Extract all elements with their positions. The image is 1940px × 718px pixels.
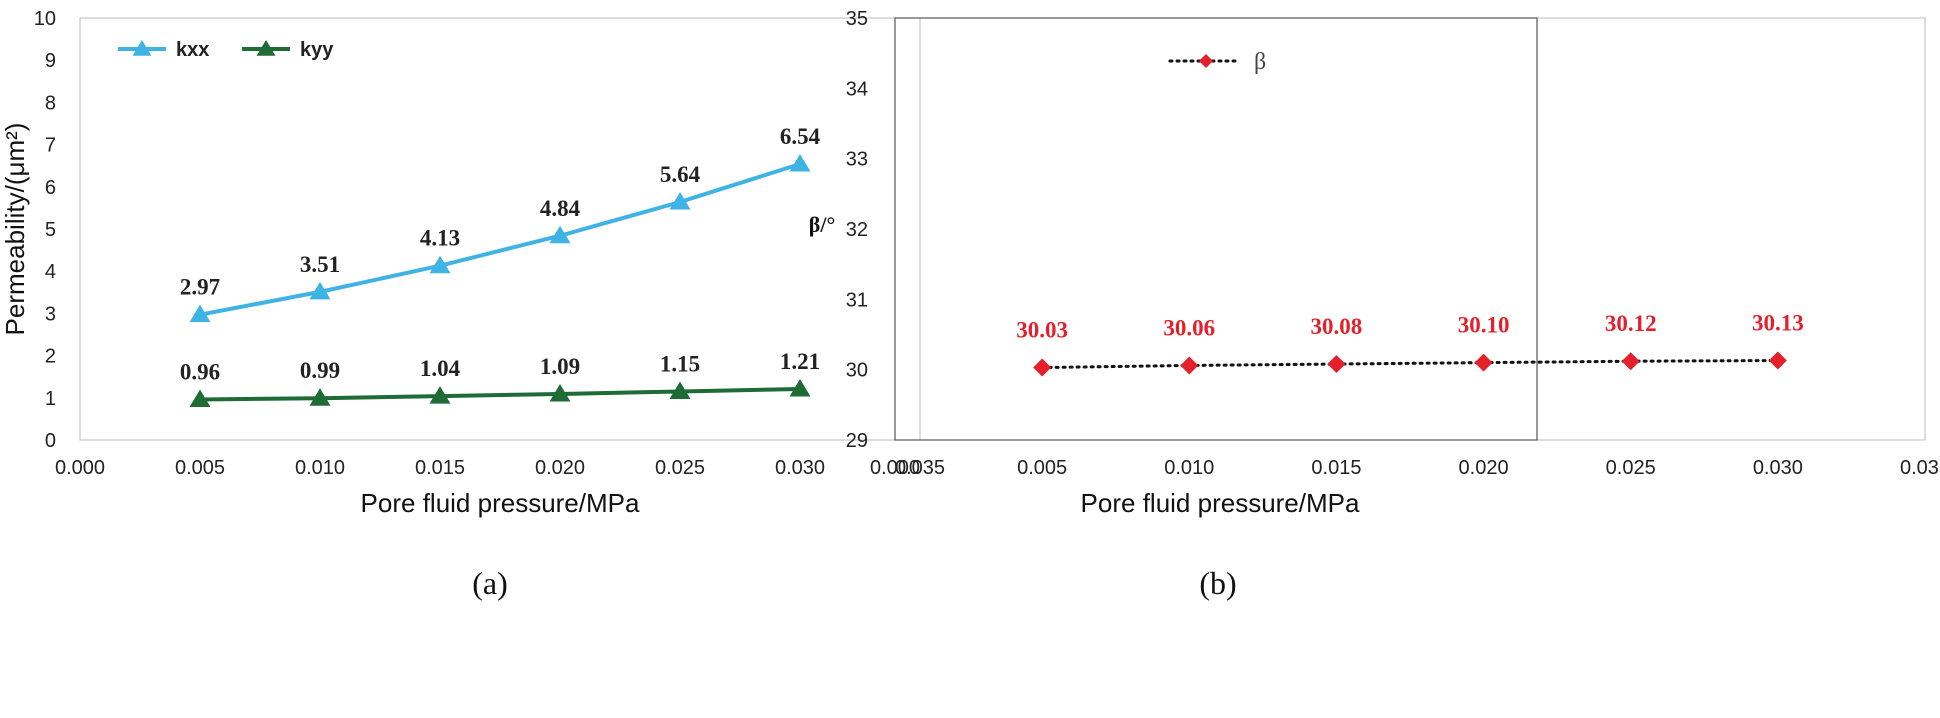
panel-b-x-tick-label: 0.005: [1017, 457, 1067, 479]
panel-a-y-tick-label: 1: [45, 388, 56, 410]
data-label-kxx: 3.51: [300, 252, 340, 277]
data-point-kyy: [309, 388, 331, 406]
data-point-β: [1768, 351, 1787, 370]
data-label-β: 30.06: [1163, 315, 1215, 340]
panel-a-y-tick-label: 9: [45, 50, 56, 72]
panel-b-x-tick-label: 0.020: [1459, 457, 1509, 479]
data-point-kxx: [549, 225, 571, 244]
panel-a-x-tick-label: 0.010: [295, 457, 345, 479]
data-point-β: [1327, 355, 1346, 374]
panel-a-y-tick-label: 7: [45, 135, 56, 157]
data-label-kyy: 0.96: [180, 359, 220, 384]
data-point-β: [1033, 358, 1052, 377]
panel-a-y-tick-label: 2: [45, 346, 56, 368]
data-label-β: 30.12: [1605, 311, 1657, 336]
legend-label-kyy: kyy: [300, 39, 334, 61]
data-label-kyy: 1.21: [780, 349, 820, 374]
data-label-kyy: 1.09: [540, 354, 580, 379]
data-point-kxx: [669, 191, 691, 210]
panel-a-x-tick-label: 0.025: [655, 457, 705, 479]
legend-marker-kxx: [132, 40, 152, 56]
panel-a-y-tick-label: 0: [45, 430, 56, 452]
data-point-β: [1474, 353, 1493, 372]
panel-b-plot-frame: [894, 17, 1538, 441]
data-label-kyy: 1.04: [420, 356, 461, 381]
panel-b: 29 30 31 32 33 34 35 0.000 0.005 0.010 0.015 0.020…: [809, 8, 1940, 601]
panel-a-y-tick-label: 10: [34, 8, 56, 30]
panel-a-x-tick-label: 0.000: [55, 457, 105, 479]
data-label-kxx: 2.97: [180, 275, 220, 300]
data-point-kyy: [549, 384, 571, 402]
series-line-β: [1040, 359, 1780, 370]
panel-a-y-tick-label: 4: [45, 261, 56, 283]
data-label-kxx: 4.13: [420, 226, 460, 251]
panel-b-y-tick-label: 35: [846, 8, 868, 30]
data-point-kxx: [189, 304, 211, 323]
legend-marker-kyy: [256, 40, 276, 56]
panel-b-x-tick-label: 0.030: [1753, 457, 1803, 479]
panel-b-x-tick-label: 0.035: [1900, 457, 1940, 479]
panel-b-y-tick-label: 33: [846, 149, 868, 171]
data-label-kyy: 1.15: [660, 351, 700, 376]
legend-label-β: β: [1254, 49, 1266, 75]
panel-b-outer-frame: [894, 17, 1926, 441]
series-line-kyy: [198, 386, 802, 402]
panel-a-x-tick-label: 0.020: [535, 457, 585, 479]
panel-a-x-tick-label: 0.005: [175, 457, 225, 479]
data-label-β: 30.08: [1311, 314, 1363, 339]
panel-b-x-axis-label: Pore fluid pressure/MPa: [1081, 488, 1360, 518]
panel-b-y-tick-label: 31: [846, 289, 868, 311]
panel-b-x-tick-label: 0.000: [870, 457, 920, 479]
panel-a-x-tick-label: 0.035: [895, 457, 945, 479]
data-point-kyy: [429, 386, 451, 404]
panel-a-caption: (a): [472, 565, 508, 601]
data-point-kyy: [789, 378, 811, 397]
data-label-kxx: 4.84: [540, 196, 581, 221]
data-point-kyy: [669, 381, 691, 399]
panel-b-y-tick-label: 30: [846, 360, 868, 382]
panel-b-x-tick-label: 0.010: [1164, 457, 1214, 479]
data-label-kyy: 0.99: [300, 358, 340, 383]
panel-b-y-tick-label: 29: [846, 430, 868, 452]
legend-label-kxx: kxx: [176, 39, 209, 61]
panel-b-x-tick-label: 0.025: [1606, 457, 1656, 479]
data-label-β: 30.10: [1458, 313, 1510, 338]
panel-a-x-axis-label: Pore fluid pressure/MPa: [361, 488, 640, 518]
panel-a-plot-frame: [79, 17, 921, 441]
data-point-β: [1621, 352, 1640, 371]
data-point-kxx: [429, 255, 451, 274]
panel-b-y-tick-label: 32: [846, 219, 868, 241]
panel-b-x-tick-label: 0.015: [1311, 457, 1361, 479]
panel-a-y-tick-label: 3: [45, 303, 56, 325]
legend-marker-β: [1199, 54, 1213, 68]
data-point-β: [1180, 356, 1199, 375]
panel-a-y-tick-label: 8: [45, 92, 56, 114]
data-point-kyy: [189, 389, 211, 407]
panel-a-y-tick-label: 6: [45, 177, 56, 199]
panel-b-caption: (b): [1199, 565, 1236, 601]
data-label-β: 30.03: [1016, 318, 1068, 343]
panel-b-y-tick-label: 34: [846, 78, 868, 100]
panel-a-y-axis-label: Permeability/(μm²): [0, 123, 30, 336]
data-point-kxx: [309, 281, 331, 300]
panel-a-x-tick-label: 0.015: [415, 457, 465, 479]
data-label-kxx: 5.64: [660, 162, 701, 187]
data-point-kxx: [789, 154, 811, 172]
panel-b-y-axis-label: β/°: [809, 212, 836, 237]
series-line-kxx: [198, 162, 802, 317]
data-label-kxx: 6.54: [780, 124, 821, 149]
data-label-β: 30.13: [1752, 311, 1804, 336]
panel-a-x-tick-label: 0.030: [775, 457, 825, 479]
panel-a-y-tick-label: 5: [45, 219, 56, 241]
